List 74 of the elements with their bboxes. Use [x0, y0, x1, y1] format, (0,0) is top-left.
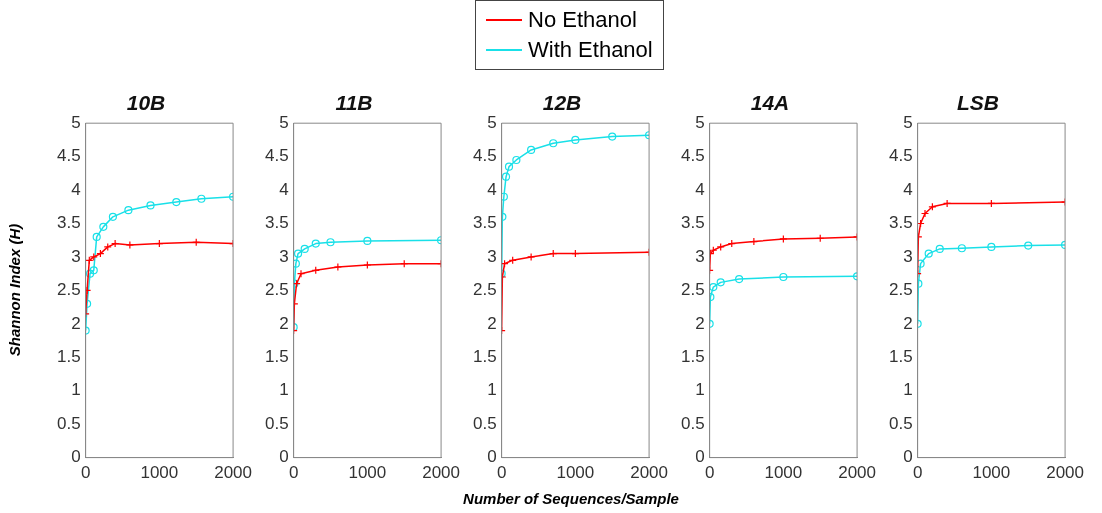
y-tick-label: 4	[903, 179, 913, 199]
y-tick-label: 2	[695, 313, 705, 333]
y-tick-label: 5	[695, 112, 705, 132]
legend-label: No Ethanol	[528, 6, 637, 34]
y-tick-label: 4.5	[472, 146, 497, 166]
y-tick-label: 2.5	[680, 280, 705, 300]
x-tick-label: 1000	[972, 463, 1011, 483]
chart-title: 10B	[126, 91, 166, 115]
y-tick-label: 1	[487, 380, 497, 400]
y-axis-title: Shannon Index (H)	[5, 223, 23, 357]
x-tick-label: 2000	[1046, 463, 1084, 483]
x-tick-label: 2000	[838, 463, 876, 483]
y-tick-label: 0.5	[264, 413, 289, 433]
y-tick-label: 5	[903, 112, 913, 132]
y-tick-label: 1	[279, 380, 289, 400]
y-tick-label: 0.5	[680, 413, 705, 433]
x-tick-label: 2000	[214, 463, 252, 483]
y-tick-label: 3	[487, 246, 497, 266]
y-tick-label: 1	[695, 380, 705, 400]
chart-title: LSB	[957, 91, 999, 115]
x-tick-label: 1000	[556, 463, 595, 483]
y-tick-label: 4	[71, 179, 81, 199]
x-tick-label: 2000	[630, 463, 668, 483]
y-tick-label: 5	[487, 112, 497, 132]
y-tick-label: 1.5	[888, 346, 913, 366]
y-tick-label: 1	[71, 380, 81, 400]
y-tick-label: 0	[71, 447, 81, 467]
y-tick-label: 3.5	[56, 213, 81, 233]
y-tick-label: 4	[279, 179, 289, 199]
y-tick-label: 0.5	[56, 413, 81, 433]
y-tick-label: 3	[903, 246, 913, 266]
y-tick-label: 4.5	[56, 146, 81, 166]
y-tick-label: 4.5	[264, 146, 289, 166]
y-tick-label: 4.5	[888, 146, 913, 166]
y-tick-label: 0	[695, 447, 705, 467]
y-tick-label: 3.5	[472, 213, 497, 233]
x-axis-title: Number of Sequences/Sample	[463, 490, 679, 507]
y-tick-label: 2.5	[264, 280, 289, 300]
y-tick-label: 1	[903, 380, 913, 400]
chart-title: 12B	[542, 91, 582, 115]
y-tick-label: 3.5	[680, 213, 705, 233]
y-tick-label: 4	[695, 179, 705, 199]
chart-title: 11B	[335, 91, 373, 115]
y-tick-label: 5	[71, 112, 81, 132]
x-tick-label: 2000	[422, 463, 460, 483]
y-tick-label: 1.5	[472, 346, 497, 366]
y-tick-label: 3.5	[888, 213, 913, 233]
y-tick-label: 0	[487, 447, 497, 467]
y-tick-label: 2	[903, 313, 913, 333]
y-tick-label: 2.5	[56, 280, 81, 300]
chart-title: 14A	[750, 91, 790, 115]
y-tick-label: 4	[487, 179, 497, 199]
y-tick-label: 0.5	[888, 413, 913, 433]
y-tick-label: 0	[279, 447, 289, 467]
y-tick-label: 1.5	[56, 346, 81, 366]
y-tick-label: 5	[279, 112, 289, 132]
y-tick-label: 3.5	[264, 213, 289, 233]
y-tick-label: 3	[71, 246, 81, 266]
legend-label: With Ethanol	[528, 36, 653, 64]
y-tick-label: 2	[71, 313, 81, 333]
x-tick-label: 1000	[348, 463, 387, 483]
y-tick-label: 2	[487, 313, 497, 333]
y-tick-label: 4.5	[680, 146, 705, 166]
y-tick-label: 2.5	[472, 280, 497, 300]
y-tick-label: 1.5	[680, 346, 705, 366]
y-tick-label: 2	[279, 313, 289, 333]
y-tick-label: 0	[903, 447, 913, 467]
y-tick-label: 1.5	[264, 346, 289, 366]
x-tick-label: 1000	[764, 463, 803, 483]
x-tick-label: 1000	[140, 463, 179, 483]
y-tick-label: 0.5	[472, 413, 497, 433]
y-tick-label: 3	[279, 246, 289, 266]
y-tick-label: 2.5	[888, 280, 913, 300]
y-tick-label: 3	[695, 246, 705, 266]
